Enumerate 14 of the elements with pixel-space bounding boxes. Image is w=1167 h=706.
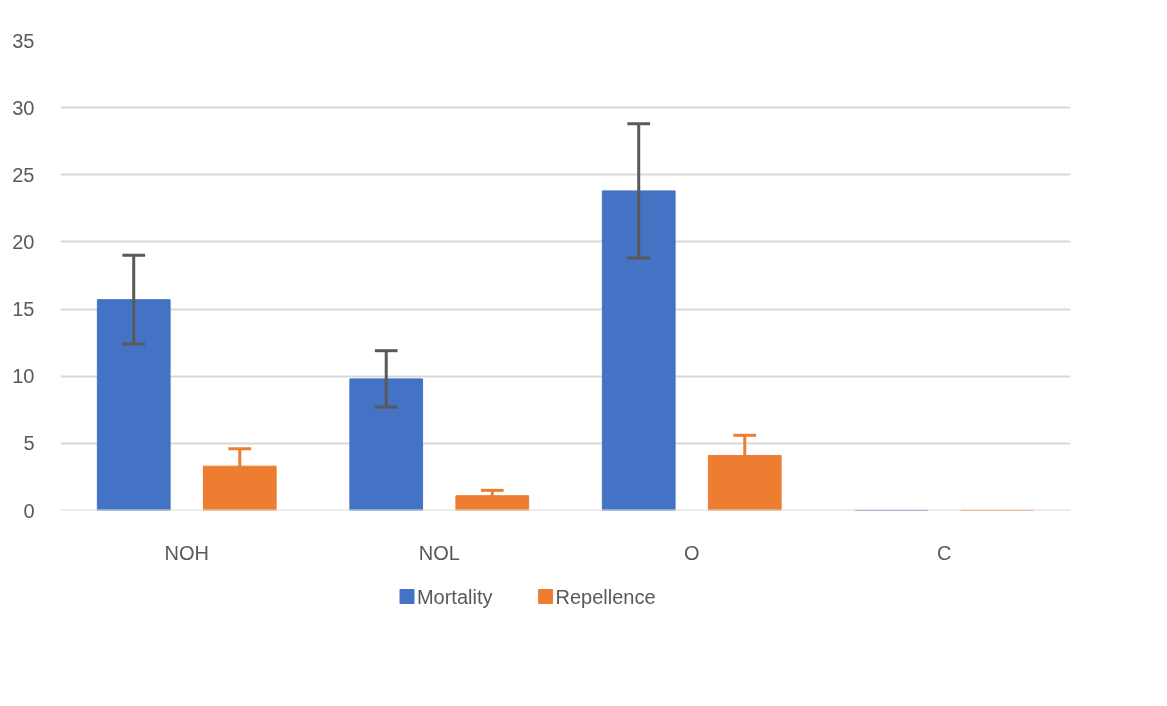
legend-label: Repellence (555, 585, 656, 608)
x-tick-label: NOH (164, 541, 209, 564)
y-tick-label: 30 (12, 96, 35, 119)
y-tick-label: 10 (12, 365, 35, 388)
y-tick-label: 5 (23, 432, 35, 455)
x-tick-label: O (683, 541, 700, 564)
y-tick-label: 0 (23, 499, 35, 522)
y-tick-label: 25 (12, 163, 35, 186)
y-tick-label: 15 (12, 298, 35, 321)
x-tick-label: NOL (418, 541, 460, 564)
y-tick-label: 20 (12, 230, 35, 253)
legend-label: Mortality (416, 585, 493, 608)
x-tick-label: C (937, 541, 952, 564)
y-tick-label: 35 (12, 29, 35, 52)
